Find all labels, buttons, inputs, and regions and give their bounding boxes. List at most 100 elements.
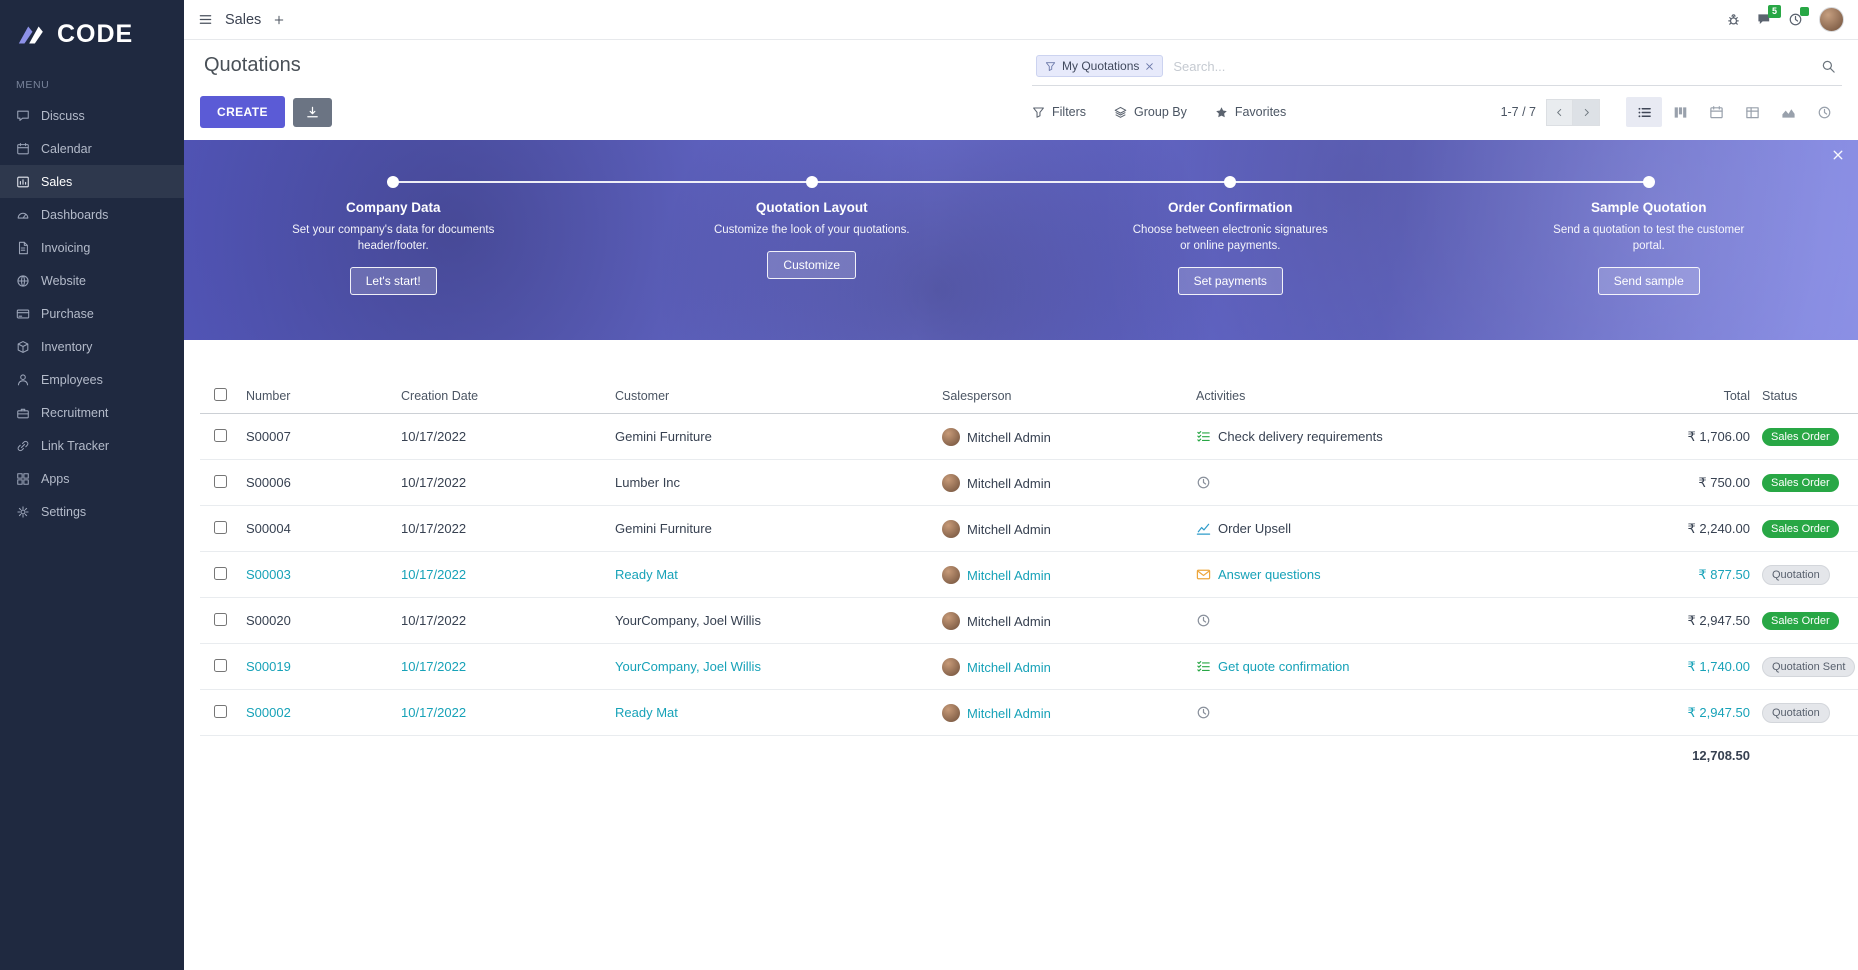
systray: 5 [1726,5,1844,32]
sidebar-item[interactable]: Apps [0,462,184,495]
step-action-button[interactable]: Customize [767,251,857,280]
view-switch-button[interactable] [1626,97,1662,127]
sidebar-item[interactable]: Purchase [0,297,184,330]
row-number[interactable]: S00020 [240,597,395,644]
row-checkbox-cell[interactable] [200,505,240,552]
row-checkbox[interactable] [214,474,227,488]
activity-icon[interactable] [1196,475,1211,490]
row-activity-cell[interactable] [1190,689,1636,736]
row-checkbox-cell[interactable] [200,689,240,736]
row-number[interactable]: S00007 [240,413,395,460]
activity-icon[interactable] [1196,429,1211,444]
row-activity-cell[interactable]: Get quote confirmation [1190,643,1636,690]
sidebar-item[interactable]: Website [0,264,184,297]
row-checkbox-cell[interactable] [200,597,240,644]
row-checkbox[interactable] [214,428,227,442]
onboarding-banner: Company Data Set your company's data for… [184,140,1858,340]
facet-remove-icon[interactable] [1145,62,1154,71]
filters-button[interactable]: Filters [1032,101,1086,123]
row-total: ₹ 1,740.00 [1636,643,1756,690]
search-bar[interactable]: My Quotations [1032,52,1842,86]
row-number[interactable]: S00006 [240,459,395,506]
view-switch-button[interactable] [1698,97,1734,127]
column-header-status[interactable]: Status [1756,382,1858,414]
search-input[interactable] [1173,58,1821,74]
row-checkbox[interactable] [214,520,227,534]
row-number[interactable]: S00004 [240,505,395,552]
table-row[interactable]: S00004 10/17/2022 Gemini Furniture Mitch… [200,505,1858,552]
row-activity-cell[interactable] [1190,459,1636,506]
search-icon[interactable] [1821,59,1836,74]
step-action-button[interactable]: Send sample [1597,267,1700,296]
sidebar-item[interactable]: Inventory [0,330,184,363]
activity-icon[interactable] [1196,567,1211,582]
row-checkbox-cell[interactable] [200,413,240,460]
sidebar-item[interactable]: Recruitment [0,396,184,429]
groupby-button[interactable]: Group By [1114,101,1187,123]
row-checkbox-cell[interactable] [200,643,240,690]
sidebar-item-label: Website [41,273,86,288]
column-header-number[interactable]: Number [240,382,395,414]
table-row[interactable]: S00006 10/17/2022 Lumber Inc Mitchell Ad… [200,459,1858,506]
row-activity-cell[interactable]: Check delivery requirements [1190,413,1636,460]
sidebar-item[interactable]: Settings [0,495,184,528]
messages-icon[interactable]: 5 [1757,5,1781,27]
row-activity-cell[interactable]: Order Upsell [1190,505,1636,552]
row-checkbox[interactable] [214,612,227,626]
sidebar-item[interactable]: Discuss [0,99,184,132]
pager-prev-button[interactable] [1546,98,1573,126]
sidebar-item[interactable]: Invoicing [0,231,184,264]
pager-next-button[interactable] [1573,98,1600,126]
view-switch-button[interactable] [1770,97,1806,127]
favorites-button[interactable]: Favorites [1215,101,1286,123]
row-activity-cell[interactable]: Answer questions [1190,551,1636,598]
step-action-button[interactable]: Set payments [1177,267,1283,296]
sidebar-item[interactable]: Sales [0,165,184,198]
activity-icon[interactable] [1196,613,1211,628]
column-header-activities[interactable]: Activities [1190,382,1636,414]
hamburger-menu-icon[interactable] [198,12,213,27]
sidebar-item[interactable]: Link Tracker [0,429,184,462]
debug-bug-icon[interactable] [1726,12,1741,27]
import-export-button[interactable] [292,97,332,127]
column-header-customer[interactable]: Customer [609,382,936,414]
activity-icon[interactable] [1196,705,1211,720]
row-activity-cell[interactable] [1190,597,1636,644]
column-header-salesperson[interactable]: Salesperson [936,382,1190,414]
table-row[interactable]: S00020 10/17/2022 YourCompany, Joel Will… [200,597,1858,644]
table-row[interactable]: S00003 10/17/2022 Ready Mat Mitchell Adm… [200,551,1858,598]
brand[interactable]: CODE [0,0,184,69]
view-switch-button[interactable] [1734,97,1770,127]
row-number[interactable]: S00002 [240,689,395,736]
current-app-label[interactable]: Sales [225,11,262,28]
row-checkbox[interactable] [214,704,227,718]
salesperson-name: Mitchell Admin [967,705,1051,721]
table-row[interactable]: S00007 10/17/2022 Gemini Furniture Mitch… [200,413,1858,460]
row-checkbox[interactable] [214,658,227,672]
table-row[interactable]: S00019 10/17/2022 YourCompany, Joel Will… [200,643,1858,690]
row-number[interactable]: S00019 [240,643,395,690]
step-title: Order Confirmation [1167,200,1293,215]
search-facet[interactable]: My Quotations [1036,55,1164,77]
row-checkbox-cell[interactable] [200,459,240,506]
row-number[interactable]: S00003 [240,551,395,598]
activity-icon[interactable] [1196,659,1211,674]
activity-icon[interactable] [1196,521,1211,536]
sidebar-item[interactable]: Calendar [0,132,184,165]
view-switch-button[interactable] [1662,97,1698,127]
view-switch-button[interactable] [1806,97,1842,127]
create-button[interactable]: CREATE [200,96,285,128]
step-action-button[interactable]: Let's start! [349,267,437,296]
footer-total: 12,708.50 [1692,748,1750,763]
sidebar-item[interactable]: Dashboards [0,198,184,231]
column-header-creation-date[interactable]: Creation Date [395,382,609,414]
column-header-total[interactable]: Total [1636,382,1756,414]
select-all-checkbox[interactable] [214,388,227,401]
sidebar-item[interactable]: Employees [0,363,184,396]
activities-clock-icon[interactable] [1788,7,1809,27]
table-row[interactable]: S00002 10/17/2022 Ready Mat Mitchell Adm… [200,689,1858,736]
add-tab-icon[interactable] [273,14,285,26]
row-checkbox-cell[interactable] [200,551,240,598]
row-checkbox[interactable] [214,566,227,580]
user-avatar[interactable] [1819,7,1844,32]
